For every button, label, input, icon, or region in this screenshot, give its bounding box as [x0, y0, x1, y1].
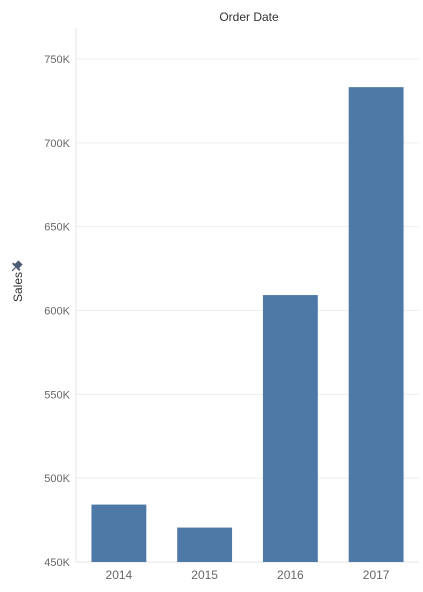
y-tick-label: 450K: [44, 557, 70, 569]
x-tick-label: 2017: [363, 568, 390, 582]
bar-2015: [177, 527, 233, 562]
x-axis-ticks: 2014 2015 2016 2017: [106, 568, 390, 582]
y-axis-title: Sales: [11, 272, 25, 302]
y-axis-ticks: 450K 500K 550K 600K 650K 700K 750K: [44, 54, 70, 569]
y-axis-title-group: Sales: [11, 272, 25, 302]
chart-title: Order Date: [219, 10, 279, 24]
y-tick-label: 650K: [44, 222, 70, 234]
y-tick-label: 500K: [44, 473, 70, 485]
x-tick-label: 2014: [106, 568, 133, 582]
bar-2017: [348, 87, 404, 562]
x-tick-label: 2015: [191, 568, 218, 582]
x-tick-label: 2016: [277, 568, 304, 582]
y-tick-label: 550K: [44, 389, 70, 401]
bar-2016: [262, 295, 318, 562]
y-tick-label: 600K: [44, 306, 70, 318]
pin-icon: [11, 260, 23, 272]
y-tick-label: 700K: [44, 138, 70, 150]
bar-2014: [91, 504, 147, 562]
y-tick-label: 750K: [44, 54, 70, 66]
bars: [91, 87, 404, 562]
